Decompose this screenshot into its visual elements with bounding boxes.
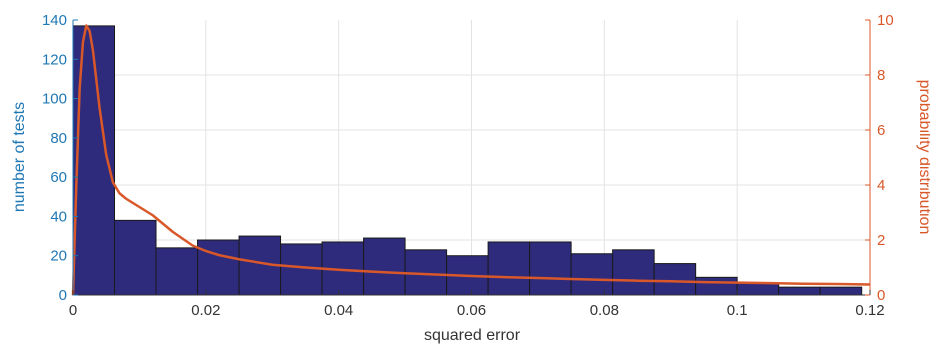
histogram-bar [570, 253, 614, 296]
x-tick-label: 0.1 [727, 302, 748, 319]
x-tick-label: 0.04 [324, 302, 353, 319]
histogram-bar [819, 286, 863, 296]
y-right-tick-label: 10 [877, 12, 894, 29]
histogram-bars [72, 25, 863, 296]
histogram-bar [612, 249, 655, 296]
histogram-bar [363, 237, 406, 296]
y-left-tick-label: 0 [59, 287, 67, 304]
x-tick-label: 0.02 [191, 302, 220, 319]
y-left-axis-title: number of tests [11, 102, 28, 212]
histogram-bar [197, 239, 240, 296]
tick-labels: 0 0.02 0.04 0.06 0.08 0.1 0.120204060801001201… [42, 12, 894, 319]
y-left-tick-label: 140 [42, 12, 67, 29]
histogram-bar [114, 219, 157, 296]
pdf-curve-line [71, 24, 871, 296]
y-right-tick-label: 8 [877, 67, 885, 84]
y-left-tick-label: 20 [50, 248, 67, 265]
y-left-tick-label: 60 [50, 169, 67, 186]
x-tick-label: 0.12 [855, 302, 884, 319]
y-left-tick-label: 40 [50, 208, 67, 225]
histogram-bar [529, 241, 572, 296]
x-axis-title: squared error [424, 327, 521, 344]
histogram-bar [280, 243, 323, 296]
y-left-tick-label: 100 [42, 91, 67, 108]
histogram-bar [736, 282, 780, 296]
histogram-bar [653, 263, 697, 296]
x-tick-label: 0.08 [590, 302, 619, 319]
histogram-bar [695, 276, 738, 296]
pdf-curve-layer [71, 24, 871, 296]
histogram-bar [778, 286, 821, 296]
histogram-bar [487, 241, 531, 296]
y-left-tick-label: 80 [50, 130, 67, 147]
y-left-tick-label: 120 [42, 51, 67, 68]
x-tick-label: 0 [69, 302, 77, 319]
y-right-tick-label: 2 [877, 232, 885, 249]
y-right-tick-label: 6 [877, 122, 885, 139]
y-right-axis-title: probability distribution [916, 80, 930, 235]
x-tick-label: 0.06 [457, 302, 486, 319]
histogram-bar [155, 247, 199, 296]
y-right-tick-label: 0 [877, 287, 885, 304]
y-right-tick-label: 4 [877, 177, 885, 194]
